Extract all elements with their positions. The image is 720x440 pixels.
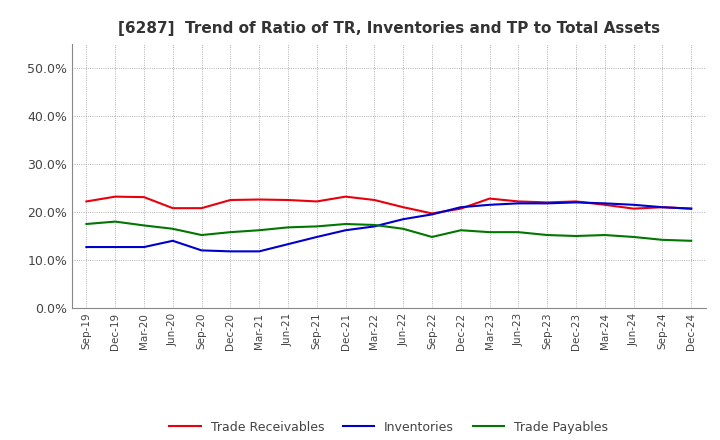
Trade Receivables	[140, 194, 148, 200]
Trade Payables	[600, 232, 609, 238]
Inventories	[485, 202, 494, 207]
Trade Payables	[485, 230, 494, 235]
Trade Receivables	[399, 205, 408, 210]
Inventories	[197, 248, 206, 253]
Line: Inventories: Inventories	[86, 202, 691, 251]
Trade Receivables	[687, 206, 696, 211]
Inventories	[600, 201, 609, 206]
Inventories	[341, 227, 350, 233]
Line: Trade Payables: Trade Payables	[86, 222, 691, 241]
Trade Payables	[284, 225, 292, 230]
Trade Receivables	[370, 198, 379, 203]
Inventories	[255, 249, 264, 254]
Trade Receivables	[600, 202, 609, 207]
Trade Receivables	[284, 198, 292, 203]
Inventories	[543, 201, 552, 206]
Inventories	[572, 200, 580, 205]
Inventories	[629, 202, 638, 207]
Trade Payables	[341, 221, 350, 227]
Trade Receivables	[629, 206, 638, 211]
Inventories	[456, 205, 465, 210]
Trade Receivables	[428, 211, 436, 216]
Trade Receivables	[341, 194, 350, 199]
Inventories	[226, 249, 235, 254]
Trade Payables	[111, 219, 120, 224]
Trade Payables	[428, 235, 436, 240]
Trade Payables	[226, 230, 235, 235]
Trade Payables	[168, 226, 177, 231]
Inventories	[428, 212, 436, 217]
Inventories	[514, 201, 523, 206]
Trade Payables	[312, 224, 321, 229]
Trade Payables	[197, 232, 206, 238]
Line: Trade Receivables: Trade Receivables	[86, 197, 691, 213]
Inventories	[312, 235, 321, 240]
Inventories	[284, 242, 292, 247]
Inventories	[658, 205, 667, 210]
Inventories	[168, 238, 177, 243]
Trade Payables	[82, 221, 91, 227]
Trade Receivables	[255, 197, 264, 202]
Inventories	[140, 244, 148, 249]
Trade Receivables	[197, 205, 206, 211]
Inventories	[399, 216, 408, 222]
Trade Receivables	[226, 198, 235, 203]
Trade Payables	[514, 230, 523, 235]
Trade Receivables	[82, 199, 91, 204]
Title: [6287]  Trend of Ratio of TR, Inventories and TP to Total Assets: [6287] Trend of Ratio of TR, Inventories…	[118, 21, 660, 36]
Inventories	[111, 244, 120, 249]
Trade Payables	[687, 238, 696, 243]
Trade Payables	[399, 226, 408, 231]
Trade Payables	[370, 222, 379, 227]
Trade Receivables	[658, 205, 667, 210]
Trade Payables	[255, 227, 264, 233]
Trade Payables	[543, 232, 552, 238]
Trade Receivables	[312, 199, 321, 204]
Trade Receivables	[168, 205, 177, 211]
Inventories	[82, 244, 91, 249]
Trade Receivables	[514, 199, 523, 204]
Trade Receivables	[485, 196, 494, 201]
Legend: Trade Receivables, Inventories, Trade Payables: Trade Receivables, Inventories, Trade Pa…	[164, 416, 613, 439]
Trade Payables	[658, 237, 667, 242]
Trade Payables	[140, 223, 148, 228]
Trade Payables	[456, 227, 465, 233]
Inventories	[687, 206, 696, 211]
Trade Payables	[629, 235, 638, 240]
Trade Receivables	[456, 206, 465, 211]
Trade Receivables	[543, 200, 552, 205]
Trade Receivables	[111, 194, 120, 199]
Trade Receivables	[572, 199, 580, 204]
Inventories	[370, 224, 379, 229]
Trade Payables	[572, 233, 580, 238]
